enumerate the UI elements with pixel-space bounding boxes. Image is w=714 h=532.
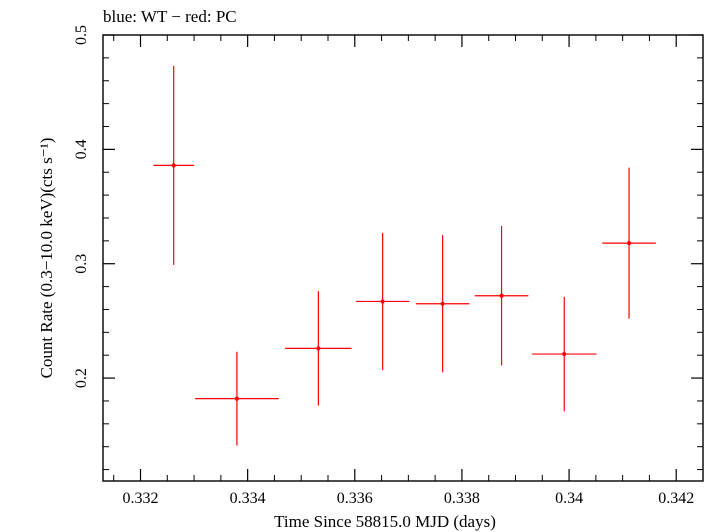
data-point-marker [499,293,504,298]
data-point-marker [316,346,321,351]
y-tick-label: 0.5 [73,25,90,45]
data-point-marker [171,163,176,168]
data-point [195,351,279,446]
data-point [355,232,410,371]
x-tick-label: 0.336 [337,490,373,507]
data-point [474,225,529,366]
x-axis-label: Time Since 58815.0 MJD (days) [274,512,496,531]
tick-labels: 0.332 0.334 0.336 0.338 0.34 0.342 0.2 0.3 0.4 0.… [73,25,694,507]
data-point-marker [626,241,632,246]
y-tick-label: 0.3 [73,254,90,274]
x-tick-label: 0.334 [230,490,266,507]
x-tick-label: 0.342 [658,490,694,507]
data-point-marker [380,299,385,304]
data-points [153,65,656,446]
axis-ticks [103,34,704,481]
y-tick-label: 0.2 [73,368,90,388]
x-tick-label: 0.332 [123,490,159,507]
plot-frame [102,34,704,482]
y-axis-label: Count Rate (0.3−10.0 keV)(cts s⁻¹) [37,138,56,379]
x-tick-label: 0.338 [444,490,480,507]
y-tick-label: 0.4 [73,139,90,159]
x-tick-label: 0.34 [555,490,583,507]
data-point [153,65,195,265]
data-point [532,296,597,412]
data-point-marker [440,301,445,306]
data-point [285,291,352,406]
data-point-marker [562,351,567,357]
data-point [602,167,656,319]
chart-title: blue: WT − red: PC [103,7,237,26]
data-point-marker [234,396,240,401]
data-point [415,235,470,373]
